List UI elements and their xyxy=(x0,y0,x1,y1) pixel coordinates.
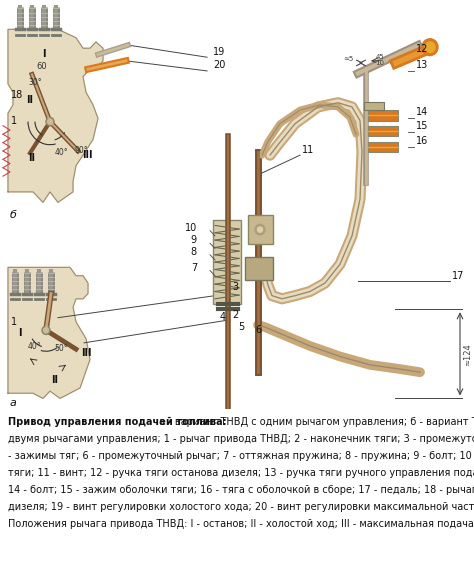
Text: 45: 45 xyxy=(375,54,384,60)
Bar xyxy=(213,220,241,304)
Circle shape xyxy=(255,224,265,235)
Text: 14: 14 xyxy=(416,107,428,117)
Circle shape xyxy=(47,119,53,124)
Polygon shape xyxy=(8,29,103,202)
Text: 1: 1 xyxy=(11,116,17,126)
Text: 11: 11 xyxy=(302,145,314,155)
Text: II: II xyxy=(51,374,58,385)
Text: 4: 4 xyxy=(220,312,226,322)
Text: II: II xyxy=(26,95,33,105)
Text: 6: 6 xyxy=(255,325,261,336)
Text: 19: 19 xyxy=(213,46,225,56)
Text: 12: 12 xyxy=(416,45,428,54)
Text: 30°: 30° xyxy=(28,78,42,87)
Text: 9: 9 xyxy=(191,235,197,245)
Text: б: б xyxy=(10,210,17,220)
Text: 10: 10 xyxy=(375,60,384,66)
Text: 10: 10 xyxy=(185,223,197,233)
Text: 15: 15 xyxy=(416,121,428,131)
Text: III: III xyxy=(82,151,92,160)
Text: - зажимы тяг; 6 - промежуточный рычаг; 7 - оттяжная пружина; 8 - пружина; 9 - бо: - зажимы тяг; 6 - промежуточный рычаг; 7… xyxy=(8,451,474,461)
Text: а: а xyxy=(10,398,17,408)
Text: 90°: 90° xyxy=(75,146,89,155)
Text: 17: 17 xyxy=(452,271,465,281)
Text: 1: 1 xyxy=(11,317,17,327)
Text: I: I xyxy=(18,328,21,337)
Bar xyxy=(364,102,384,110)
Text: ≈124: ≈124 xyxy=(463,343,472,366)
Text: 50°: 50° xyxy=(54,344,68,353)
Text: 5: 5 xyxy=(238,322,244,332)
Text: 7: 7 xyxy=(191,262,197,272)
Text: а - вариант ТНВД с одним рычагом управления; б - вариант ТНВД с: а - вариант ТНВД с одним рычагом управле… xyxy=(156,417,474,427)
Text: II: II xyxy=(28,153,35,164)
Text: двумя рычагами управления; 1 - рычаг привода ТНВД; 2 - наконечник тяги; 3 - пром: двумя рычагами управления; 1 - рычаг при… xyxy=(8,434,474,444)
Text: 18: 18 xyxy=(11,90,23,99)
Text: тяги; 11 - винт; 12 - ручка тяги останова дизеля; 13 - ручка тяги ручного управл: тяги; 11 - винт; 12 - ручка тяги останов… xyxy=(8,468,474,478)
Circle shape xyxy=(42,326,50,334)
Text: 40°: 40° xyxy=(55,148,69,157)
Circle shape xyxy=(44,328,48,333)
Text: дизеля; 19 - винт регулировки холостого хода; 20 - винт регулировки максимальной: дизеля; 19 - винт регулировки холостого … xyxy=(8,502,474,512)
Circle shape xyxy=(257,227,263,232)
Circle shape xyxy=(422,39,438,56)
Text: 40°: 40° xyxy=(28,342,42,351)
Polygon shape xyxy=(8,267,90,398)
Text: 60: 60 xyxy=(36,62,46,71)
Text: 16: 16 xyxy=(416,135,428,146)
Text: 3: 3 xyxy=(232,283,238,292)
Bar xyxy=(245,257,273,280)
Bar xyxy=(368,110,398,121)
Text: 2: 2 xyxy=(232,310,238,320)
Text: Положения рычага привода ТНВД: I - останов; II - холостой ход; III - максимальна: Положения рычага привода ТНВД: I - остан… xyxy=(8,519,474,529)
Text: 14 - болт; 15 - зажим оболочки тяги; 16 - тяга с оболочкой в сборе; 17 - педаль;: 14 - болт; 15 - зажим оболочки тяги; 16 … xyxy=(8,485,474,495)
Bar xyxy=(248,215,273,244)
Text: III: III xyxy=(81,349,91,359)
Text: Привод управления подачей топлива:: Привод управления подачей топлива: xyxy=(8,417,227,427)
Text: ≈5: ≈5 xyxy=(344,56,354,62)
Text: I: I xyxy=(42,49,46,59)
Text: 13: 13 xyxy=(416,60,428,70)
Bar xyxy=(368,142,398,152)
Text: 8: 8 xyxy=(191,247,197,257)
Circle shape xyxy=(46,117,54,126)
Circle shape xyxy=(425,42,435,52)
Bar xyxy=(368,126,398,136)
Text: 20: 20 xyxy=(213,60,225,70)
